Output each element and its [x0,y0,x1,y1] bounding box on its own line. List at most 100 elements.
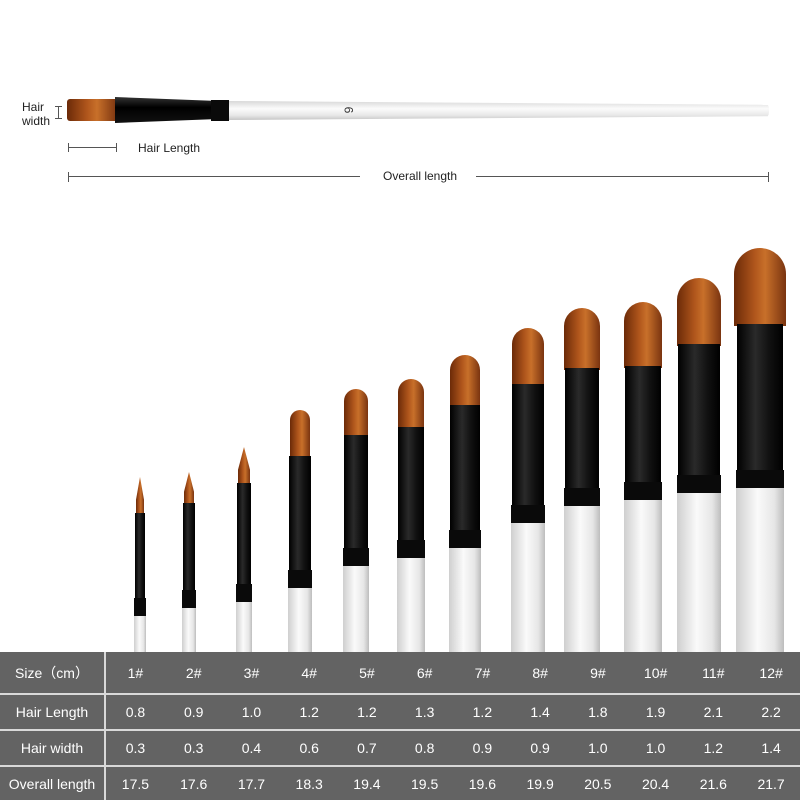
brush-handle [511,523,545,652]
brush-hair [238,447,250,485]
table-cell: 19.5 [395,765,454,800]
hair-width-label: Hair width [22,100,51,128]
table-cell: 17.5 [105,765,165,800]
brush-ferrule [678,344,720,475]
row-label: Hair width [0,729,106,766]
table-cell: 0.3 [105,729,165,766]
brush-hair [677,278,721,346]
table-cell: 3# [243,664,260,681]
table-cell: 1.4 [511,693,569,730]
table-cell: 0.9 [453,729,512,766]
table-cell: 12# [759,664,783,681]
table-cell: 21.6 [684,765,743,800]
table-cell: 5# [359,664,375,681]
brush-ferrule [625,366,661,482]
brush-handle [288,588,312,652]
table-cell: 21.7 [742,765,800,800]
table-cell: 2.2 [742,693,800,730]
table-cell: 0.6 [280,729,339,766]
table-cell: 1.4 [742,729,800,766]
brush-crimp [343,548,369,566]
table-cell: 0.9 [164,693,223,730]
brush-crimp [211,100,229,121]
overall-length-tick [68,172,69,182]
brush-handle [564,506,600,652]
brush-handle [677,493,721,652]
table-cell: 0.7 [338,729,396,766]
brush-handle [236,602,252,652]
brush-hair [734,248,786,326]
table-cell: 6# [416,664,433,681]
brush-ferrule [237,483,251,584]
brush-ferrule [135,513,145,598]
table-cell: 19.4 [338,765,396,800]
brush-crimp [677,475,721,493]
table-cell: 1.0 [626,729,685,766]
brush-hair [136,477,144,515]
brush-crimp [736,470,784,488]
hair-length-line [68,147,116,148]
overall-length-label: Overall length [383,169,458,183]
brush-crimp [288,570,312,588]
table-row: Size（cm） 1# 2# 3# 4# 5# 6# 7# 8# 9# 10# 11# 12# [0,652,800,694]
brush-hair [344,389,368,437]
brush-hair [184,472,194,505]
row-label: Size（cm） [0,652,106,694]
table-cell: 19.9 [511,765,569,800]
table-cell: 1.2 [684,729,743,766]
brush-hair [290,410,310,458]
brush-hair [624,302,662,368]
table-cell: 1.2 [453,693,512,730]
hair-length-tick [116,143,117,152]
brush-ferrule [512,384,544,505]
overall-length-line [476,176,769,177]
table-cell: 2# [185,664,202,681]
brush-handle [449,548,481,652]
brush-ferrule [737,324,783,470]
brush-hair [398,379,424,429]
table-cell: 18.3 [280,765,339,800]
table-cell: 17.6 [164,765,223,800]
brush-handle [182,608,196,652]
table-cell: 0.8 [395,729,454,766]
brush-handle [343,566,369,652]
brush-handle [736,488,784,652]
table-cell: 1# [127,664,144,681]
brush-crimp [134,598,146,616]
brush-crimp [449,530,481,548]
table-cell: 4# [301,664,317,681]
brush-hair [512,328,544,386]
table-cell: 20.4 [626,765,685,800]
table-cell: 8# [532,664,548,681]
brush-crimp [397,540,425,558]
table-cell: 1.9 [626,693,685,730]
brush-crimp [511,505,545,523]
hair-width-marker-cap [55,118,62,119]
brush-handle [624,500,662,652]
brush-crimp [564,488,600,506]
brush-hair [450,355,480,407]
brush-crimp [624,482,662,500]
table-cell: 1.0 [568,729,627,766]
brush-ferrule [183,503,195,590]
table-cell: 20.5 [568,765,627,800]
row-label: Hair Length [0,693,106,730]
table-cell: 19.6 [453,765,512,800]
table-cell: 1.3 [395,693,454,730]
table-cell: 17.7 [222,765,281,800]
brush-ferrule [289,456,311,570]
size-table: Size（cm） 1# 2# 3# 4# 5# 6# 7# 8# 9# 10# 11# 12# Hair … [0,652,800,800]
table-row: Hair Length 0.8 0.9 1.0 1.2 1.2 1.3 1.2 1.4 1.8 1.… [0,693,800,730]
overall-length-tick [768,172,769,182]
hair-width-marker-cap [55,106,62,107]
brush-handle [229,101,769,120]
table-cell: 1.8 [568,693,627,730]
table-cell: 1.2 [280,693,339,730]
brush-crimp [182,590,196,608]
table-cell: 0.8 [105,693,165,730]
handle-number: 6 [341,106,356,114]
hair-length-label: Hair Length [138,141,201,155]
brush-hair [67,99,117,121]
table-cell: 10# [643,664,668,681]
hair-width-marker [58,106,59,119]
